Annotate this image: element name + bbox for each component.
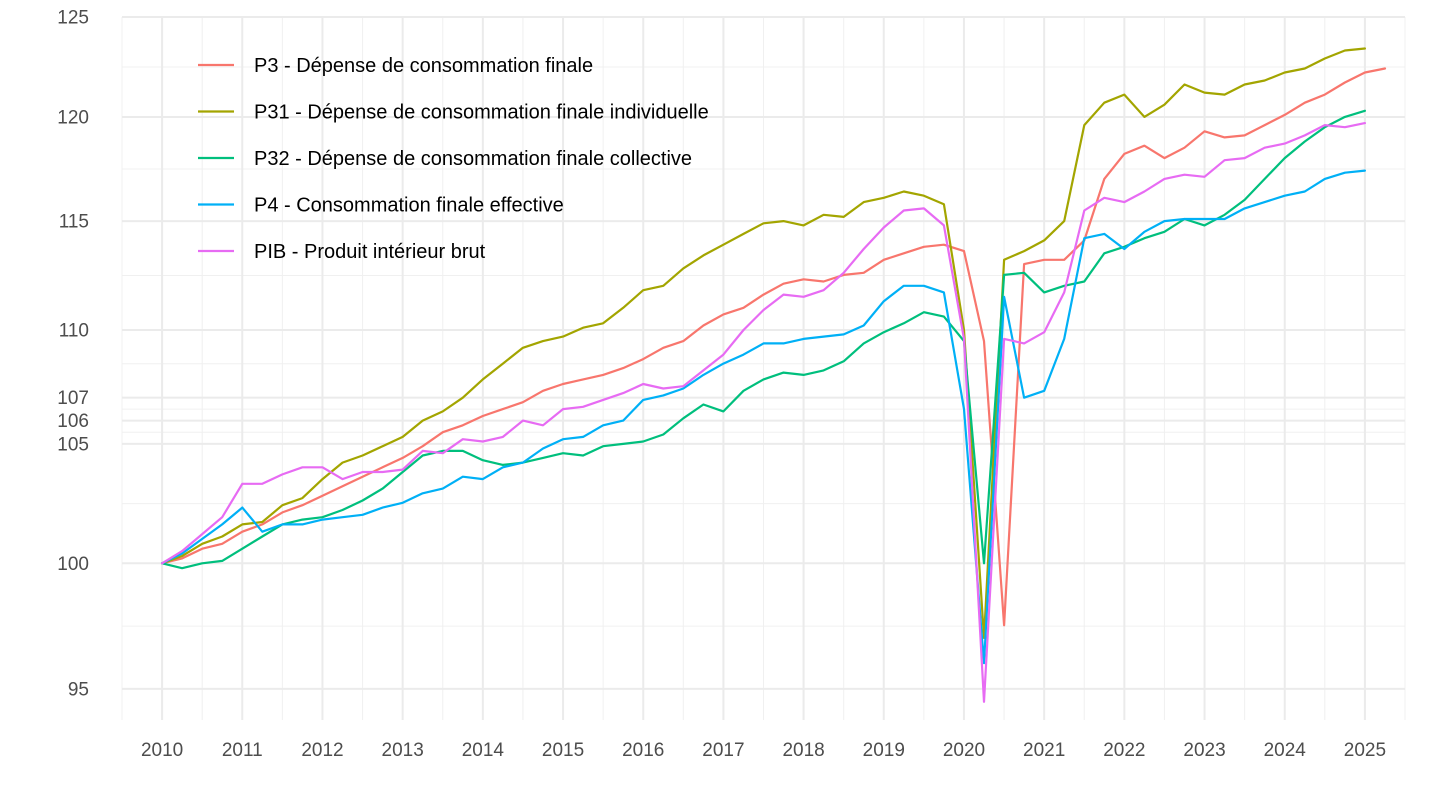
legend-label: PIB - Produit intérieur brut [254,241,486,263]
x-tick-label: 2016 [622,740,664,761]
series-lines [161,47,1387,703]
series-line [161,67,1387,627]
y-tick-label: 105 [57,434,89,455]
x-tick-label: 2024 [1264,740,1307,761]
legend-label: P4 - Consommation finale effective [254,195,564,217]
x-tick-label: 2015 [542,740,584,761]
series-line [161,47,1367,640]
x-tick-label: 2017 [702,740,744,761]
x-tick-label: 2014 [462,740,505,761]
series-line [161,169,1367,665]
x-tick-label: 2022 [1103,740,1145,761]
legend-label: P32 - Dépense de consommation finale col… [254,148,692,170]
minor-gridlines [121,17,1406,720]
y-tick-label: 106 [57,411,89,432]
series-line [161,121,1367,703]
x-tick-label: 2011 [222,740,263,761]
x-tick-label: 2025 [1344,740,1386,761]
major-gridlines [122,16,1405,720]
legend-label: P3 - Dépense de consommation finale [254,55,593,77]
x-tick-label: 2020 [943,740,985,761]
y-tick-label: 95 [68,679,89,700]
y-tick-label: 120 [57,107,89,128]
x-tick-label: 2012 [301,740,343,761]
y-tick-label: 107 [57,388,89,409]
x-tick-label: 2023 [1183,740,1225,761]
x-tick-label: 2018 [782,740,824,761]
x-axis-tick-labels: 2010 2011 2012 2013 2014 2015 2016 2017 2018 2019… [141,740,1386,761]
x-tick-label: 2019 [863,740,905,761]
y-tick-label: 110 [59,320,89,341]
x-tick-label: 2021 [1023,740,1065,761]
x-tick-label: 2010 [141,740,183,761]
x-tick-label: 2013 [382,740,424,761]
y-tick-label: 115 [59,212,89,233]
legend-label: P31 - Dépense de consommation finale ind… [254,102,709,124]
series-line [161,109,1367,570]
y-tick-label: 100 [57,554,89,575]
legend: P3 - Dépense de consommation finale P31 -… [198,55,709,263]
y-tick-label: 125 [57,8,89,29]
